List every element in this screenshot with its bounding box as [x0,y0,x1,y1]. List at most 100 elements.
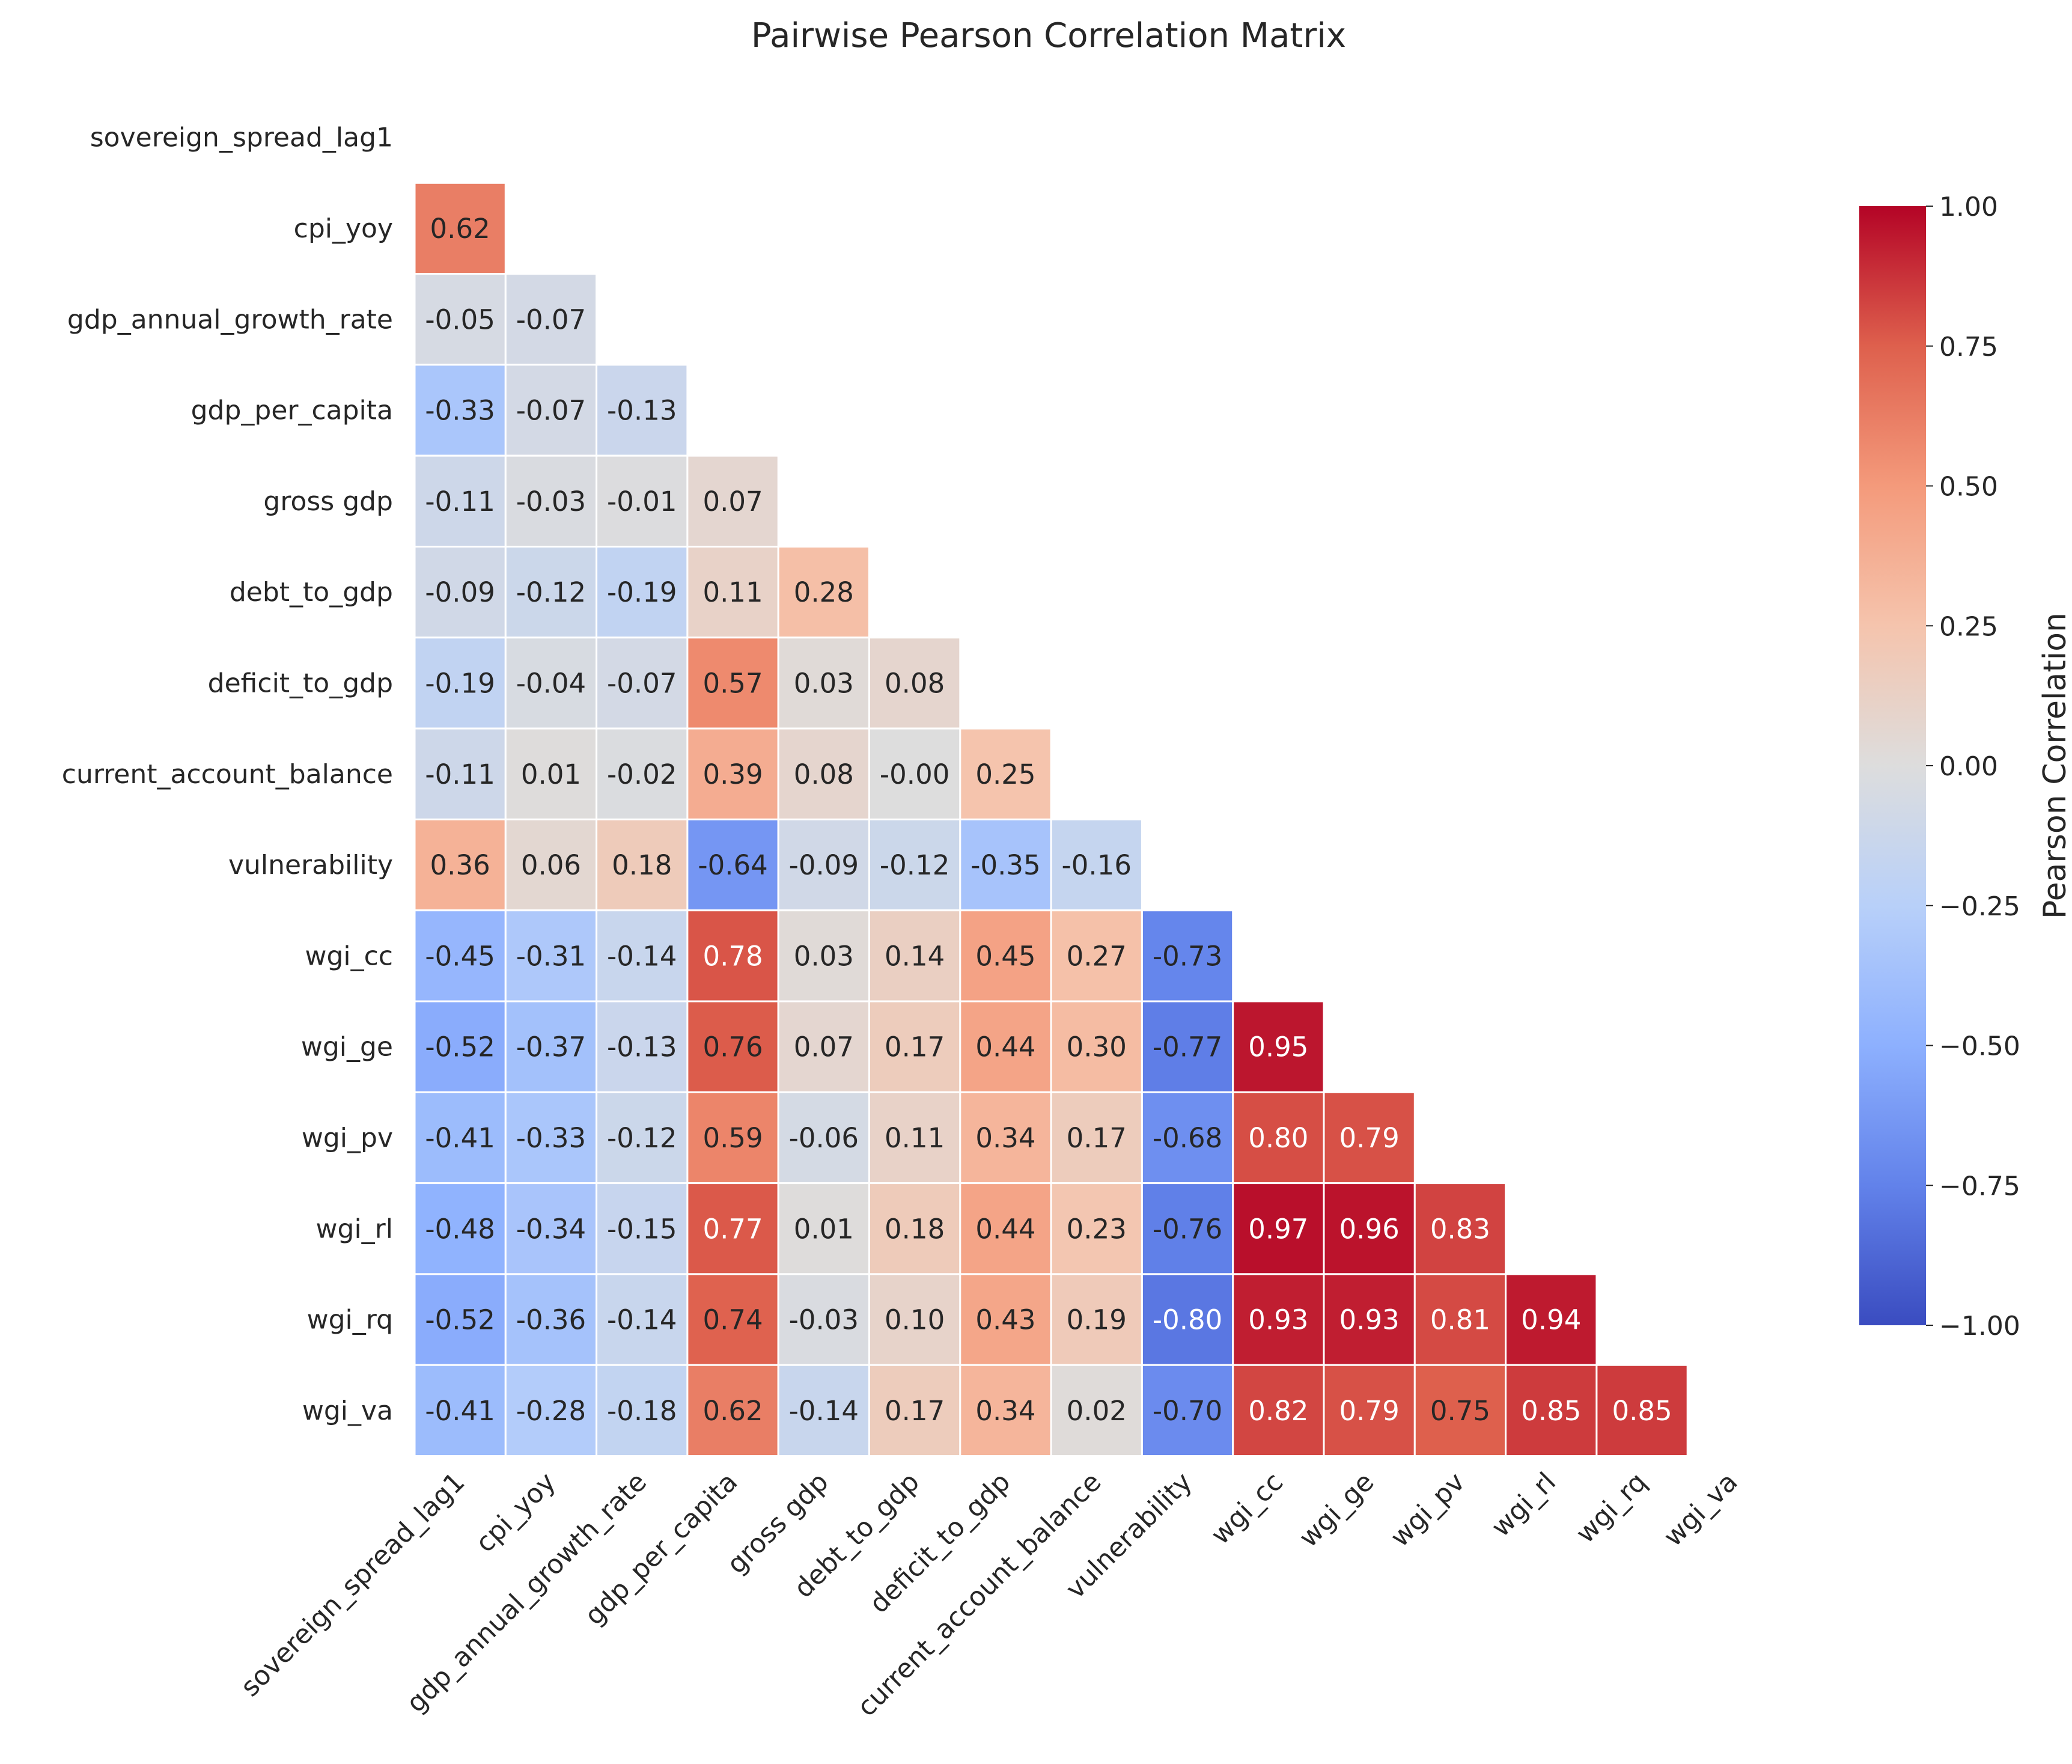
cell-value-label: 0.07 [794,1031,854,1063]
y-tick-label: deficit_to_gdp [208,668,393,698]
colorbar-tick-label: −0.75 [1939,1171,2020,1201]
heatmap-cell [868,1000,961,1093]
heatmap-cell [413,818,507,912]
cell-value-label: 0.62 [702,1395,763,1427]
cell-value-label: 0.76 [702,1031,763,1063]
y-tick-label: wgi_rl [316,1213,393,1244]
cell-value-label: 0.28 [794,576,854,608]
cell-value-label: -0.33 [516,1122,586,1154]
cell-value-label: 0.79 [1339,1395,1400,1427]
cell-value-label: 0.14 [885,940,945,972]
heatmap-cell [413,1273,507,1366]
heatmap-cell [686,454,779,548]
y-tick-label: wgi_va [302,1396,393,1426]
cell-value-label: -0.80 [1153,1304,1222,1336]
heatmap-cell [1141,909,1234,1003]
y-tick-label: cpi_yoy [294,213,393,244]
heatmap-cell [413,909,507,1003]
y-tick-label: gross gdp [263,486,393,517]
cell-value-label: 0.23 [1067,1213,1127,1245]
cell-value-label: 0.08 [885,667,945,699]
cell-value-label: -0.09 [425,576,495,608]
cell-value-label: 0.27 [1067,940,1127,972]
cell-value-label: -0.41 [425,1122,495,1154]
heatmap-cell [596,636,689,730]
heatmap-cell [777,636,870,730]
cell-value-label: 0.01 [794,1213,854,1245]
cell-value-label: 0.95 [1248,1031,1308,1063]
cell-value-label: 0.94 [1521,1304,1581,1336]
y-tick-label: wgi_rq [307,1305,393,1335]
cell-value-label: 0.44 [975,1031,1035,1063]
cell-value-label: 0.77 [702,1213,763,1245]
colorbar-tick-label: 0.25 [1939,611,1998,642]
y-tick-label: sovereign_spread_lag1 [90,123,393,153]
cell-value-label: -0.77 [1153,1031,1222,1063]
heatmap-cell [1141,1000,1234,1093]
heatmap-cell [868,727,961,820]
heatmap-cell [1413,1182,1507,1275]
heatmap-cell [686,1273,779,1366]
cell-value-label: -0.11 [425,486,495,517]
heatmap-cell [596,818,689,912]
y-tick-label: gdp_annual_growth_rate [67,304,393,335]
colorbar-tick-label: 0.00 [1939,751,1998,782]
cell-value-label: 0.19 [1067,1304,1127,1336]
cell-value-label: 0.01 [521,758,581,790]
cell-value-label: -0.70 [1153,1395,1222,1427]
heatmap-cells: 0.62-0.05 -0.07-0.33 -0.07 -0.13-0.11 -0.03-… [413,182,1689,1457]
colorbar-label: Pearson Correlation [2037,612,2072,919]
cell-value-label: 0.17 [1067,1122,1127,1154]
heatmap-cell [413,1000,507,1093]
cell-value-label: -0.06 [789,1122,859,1154]
heatmap-cell [686,1182,779,1275]
cell-value-label: 0.36 [430,849,490,881]
cell-value-label: -0.76 [1153,1213,1222,1245]
heatmap-cell [413,636,507,730]
colorbar-tick-label: 1.00 [1939,192,1998,222]
cell-value-label: 0.07 [702,486,763,517]
cell-value-label: -0.14 [789,1395,859,1427]
heatmap-cell [777,1000,870,1093]
cell-value-label: -0.33 [425,395,495,427]
x-tick-label: wgi_rl [1485,1466,1562,1543]
heatmap-cell [686,909,779,1003]
heatmap-cell [1050,1364,1143,1457]
colorbar-tick-label: −1.00 [1939,1311,2020,1341]
cell-value-label: -0.16 [1062,849,1132,881]
heatmap-cell [1323,1273,1416,1366]
heatmap-cell [868,1273,961,1366]
cell-value-label: -0.04 [516,667,586,699]
cell-value-label: -0.03 [516,486,586,517]
heatmap-cell [777,1273,870,1366]
cell-value-label: -0.68 [1153,1122,1222,1154]
cell-value-label: 0.34 [975,1395,1035,1427]
colorbar-tick-label: −0.50 [1939,1031,2020,1062]
cell-value-label: 0.75 [1430,1395,1490,1427]
y-tick-label: vulnerability [228,850,393,880]
heatmap-cell [1141,1273,1234,1366]
cell-value-label: 0.03 [794,940,854,972]
cell-value-label: 0.80 [1248,1122,1308,1154]
heatmap-cell [504,727,598,820]
cell-value-label: -0.13 [607,1031,677,1063]
x-tick-label: wgi_ge [1293,1466,1380,1553]
x-tick-label: wgi_pv [1385,1466,1471,1553]
cell-value-label: -0.28 [516,1395,586,1427]
cell-value-label: -0.18 [607,1395,677,1427]
cell-value-label: -0.34 [516,1213,586,1245]
cell-value-label: 0.08 [794,758,854,790]
x-tick-label: gdp_per_capita [579,1466,743,1631]
cell-value-label: 0.83 [1430,1213,1490,1245]
cell-value-label: -0.19 [425,667,495,699]
chart-title: Pairwise Pearson Correlation Matrix [751,16,1346,55]
cell-value-label: 0.06 [521,849,581,881]
heatmap-cell [413,273,507,366]
heatmap-cell [777,1364,870,1457]
y-tick-label: wgi_pv [302,1123,393,1153]
cell-value-label: 0.97 [1248,1213,1308,1245]
y-tick-label: debt_to_gdp [230,577,393,608]
cell-value-label: 0.45 [975,940,1035,972]
cell-value-label: -0.19 [607,576,677,608]
heatmap-cell [413,182,507,275]
